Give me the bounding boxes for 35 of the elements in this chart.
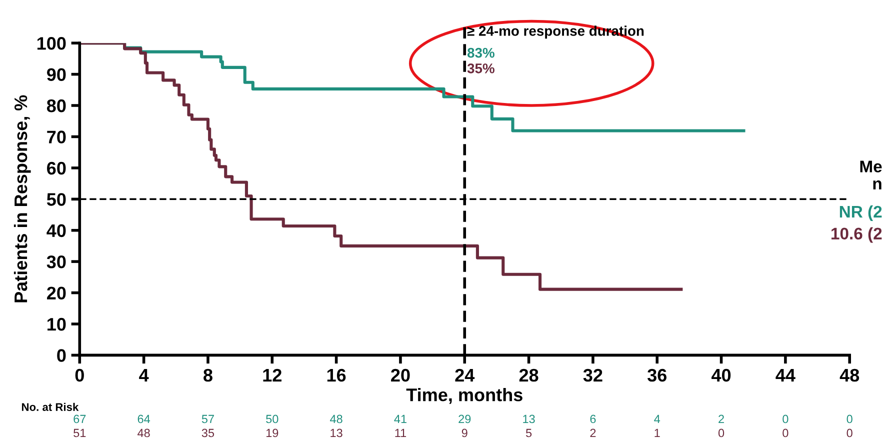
y-tick-label: 90 xyxy=(47,68,66,81)
y-tick-label: 20 xyxy=(47,286,66,300)
text: Me xyxy=(860,160,882,172)
y-tick-label: 30 xyxy=(46,255,66,268)
x-tick-label: 12 xyxy=(263,368,282,382)
x-tick-label: 0 xyxy=(75,368,84,382)
y-tick-label: 80 xyxy=(46,99,66,112)
text: No. at Risk xyxy=(22,402,79,411)
annotation: 83% xyxy=(467,48,494,58)
y-tick-label: 50 xyxy=(46,193,66,206)
x-tick-label: 4 xyxy=(139,369,149,382)
y-tick-label: 10 xyxy=(48,318,66,331)
y-tick-label: 60 xyxy=(47,162,66,175)
x-tick-label: 40 xyxy=(712,368,731,382)
x-tick-label: 24 xyxy=(455,368,475,382)
y-tick-label: 40 xyxy=(46,224,66,238)
x-tick-label: 44 xyxy=(776,369,796,382)
x-tick-label: 8 xyxy=(204,368,212,382)
annotation: 35% xyxy=(467,63,494,74)
x-tick-label: 28 xyxy=(519,368,538,382)
x-tick-label: 20 xyxy=(391,368,410,382)
x-tick-label: 32 xyxy=(583,368,602,382)
x-tick-label: 48 xyxy=(840,368,860,382)
y-tick-label: 70 xyxy=(47,130,66,144)
annotation: NR (2 xyxy=(840,205,882,221)
x-tick-label: 36 xyxy=(647,368,666,382)
y-tick-label: 0 xyxy=(57,349,66,362)
y-axis-title: Patients in Response, % xyxy=(14,95,31,302)
text: n xyxy=(873,180,882,190)
text: 67 64 57 50 48 41 29 13 6 4 2 0 0 xyxy=(74,414,852,424)
x-axis-title: Time, months xyxy=(406,388,522,404)
text: 51 48 35 19 13 11 9 5 2 1 0 0 0 xyxy=(74,428,852,438)
y-tick-label: 100 xyxy=(37,37,66,50)
x-tick-label: 16 xyxy=(327,368,346,382)
annotation: 10.6 (2 xyxy=(832,227,882,243)
